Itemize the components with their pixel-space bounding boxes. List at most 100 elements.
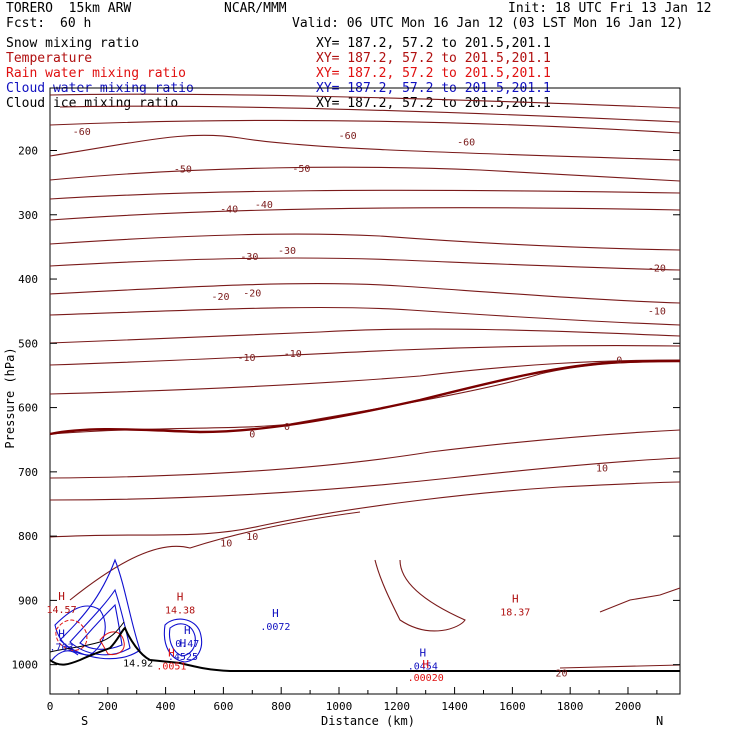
cloud-water-contour: [163, 618, 203, 663]
isotherm-line: [49, 359, 681, 395]
isotherm-label: 0: [249, 429, 255, 440]
valid-time: Valid: 06 UTC Mon 16 Jan 12 (03 LST Mon …: [292, 16, 684, 31]
isotherm-line: [49, 257, 681, 271]
isotherm-label: 10: [220, 539, 232, 550]
isotherm-line: [374, 559, 466, 632]
field-name: Rain water mixing ratio: [6, 66, 187, 81]
isotherm-label: 0: [616, 355, 622, 366]
high-marker-value: .0072: [260, 622, 290, 633]
isotherm-line: [69, 511, 361, 601]
forecast-value: 60 h: [60, 16, 92, 31]
cloud-water-contour: [51, 650, 79, 661]
isotherm-label: 10: [246, 532, 258, 543]
x-tick-label: 400: [156, 700, 176, 713]
model-title: TORERO 15km ARW: [6, 1, 132, 16]
isotherm-line: [49, 345, 681, 366]
field-xy: XY= 187.2, 57.2 to 201.5,201.1: [316, 66, 551, 81]
y-tick-label: 700: [18, 466, 38, 479]
high-marker: H: [177, 591, 184, 604]
isotherm-line: [49, 328, 681, 344]
isotherm-label: -50: [174, 164, 192, 175]
y-tick-label: 1000: [12, 659, 39, 672]
x-tick-label: 1000: [326, 700, 353, 713]
y-tick-label: 200: [18, 145, 38, 158]
x-tick-label: 800: [271, 700, 291, 713]
high-marker-value: 14.92: [123, 658, 153, 669]
cloud-water-contour: [59, 558, 141, 660]
high-marker: H: [512, 593, 519, 606]
isotherm-label: -60: [339, 131, 357, 142]
y-tick-label: 800: [18, 530, 38, 543]
left-endpoint: S: [81, 714, 88, 728]
forecast-label: Fcst:: [6, 16, 46, 31]
x-axis-title: Distance (km): [321, 714, 415, 728]
field-xy: XY= 187.2, 57.2 to 201.5,201.1: [316, 51, 551, 66]
isotherm-label: -10: [648, 307, 666, 318]
high-marker-value: 0.47: [175, 639, 199, 650]
high-marker: H: [58, 627, 65, 640]
init-time: Init: 18 UTC Fri 13 Jan 12: [508, 1, 712, 16]
x-tick-label: 0: [47, 700, 54, 713]
right-endpoint: N: [656, 714, 663, 728]
isotherm-line: [49, 283, 681, 304]
y-tick-label: 400: [18, 273, 38, 286]
high-marker-value: 14.38: [165, 606, 195, 617]
isotherm-line: [49, 429, 681, 479]
isotherm-label: -30: [240, 252, 258, 263]
x-tick-label: 600: [213, 700, 233, 713]
isotherm-line: [49, 189, 681, 200]
isotherm-line: [49, 119, 681, 134]
isotherm-line: [59, 105, 681, 123]
x-tick-label: 2000: [615, 700, 642, 713]
isotherm-label: -10: [284, 349, 302, 360]
isotherm-line: [49, 360, 681, 435]
isotherm-label: 20: [555, 668, 567, 679]
field-xy: XY= 187.2, 57.2 to 201.5,201.1: [316, 36, 551, 51]
isotherm-line: [49, 166, 681, 182]
high-marker-value: 18.37: [500, 608, 530, 619]
x-tick-label: 1600: [499, 700, 526, 713]
high-marker-value: .763: [50, 642, 74, 653]
y-axis-title: Pressure (hPa): [3, 347, 17, 448]
high-marker: H: [168, 647, 175, 660]
isotherm-label: -60: [457, 138, 475, 149]
isotherm-label: 0: [284, 422, 290, 433]
cloud-water-contour: [54, 605, 106, 656]
isotherm-line: [49, 306, 681, 326]
y-tick-label: 900: [18, 594, 38, 607]
isotherm-line: [49, 457, 681, 501]
isotherm-label: -20: [648, 263, 666, 274]
high-marker: H: [180, 637, 187, 650]
x-tick-label: 200: [98, 700, 118, 713]
rain-water-contour: [99, 631, 125, 655]
y-tick-label: 300: [18, 209, 38, 222]
high-marker: H: [272, 607, 279, 620]
plot-frame: [49, 87, 681, 695]
high-marker: H: [419, 647, 426, 660]
isotherm-line: [49, 93, 681, 109]
y-tick-label: 500: [18, 337, 38, 350]
freezing-level-line: [49, 359, 681, 436]
cloud-water-contour: [69, 588, 131, 656]
high-marker-value: .0454: [408, 662, 438, 673]
high-marker-value: .00020: [408, 673, 444, 684]
x-tick-label: 1800: [557, 700, 584, 713]
isotherm-label: -30: [278, 246, 296, 257]
isotherm-label: -10: [237, 353, 255, 364]
high-marker-value: .4525: [168, 652, 198, 663]
high-marker: H: [422, 658, 429, 671]
isotherm-label: -20: [243, 289, 261, 300]
high-marker-value: .0051: [156, 662, 186, 673]
isotherm-line: [49, 207, 681, 221]
y-tick-label: 600: [18, 402, 38, 415]
isotherm-label: -60: [73, 127, 91, 138]
isotherm-label: -50: [292, 164, 310, 175]
field-name: Snow mixing ratio: [6, 36, 140, 51]
isotherm-label: -40: [255, 200, 273, 211]
isotherm-line: [559, 664, 681, 669]
snow-contour: [49, 621, 125, 653]
high-marker-value: 14.57: [47, 605, 77, 616]
field-name: Cloud ice mixing ratio: [6, 96, 179, 111]
terrain-line: [49, 626, 680, 672]
